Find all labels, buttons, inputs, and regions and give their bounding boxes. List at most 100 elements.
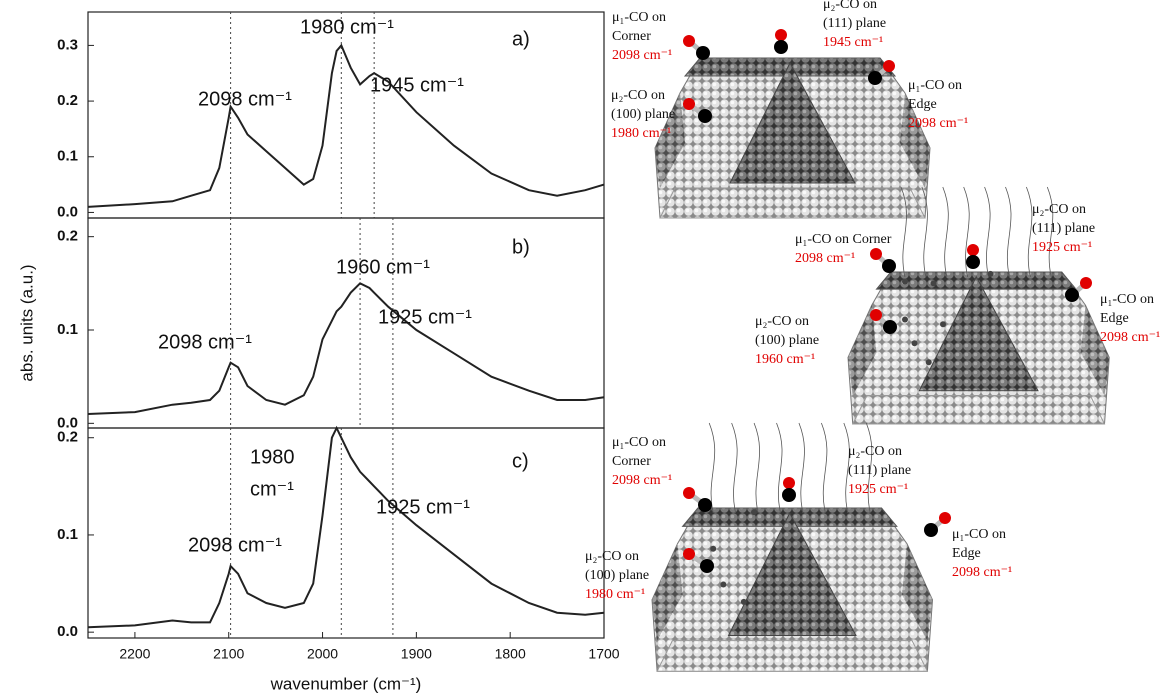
annotation: 1980	[250, 446, 295, 468]
oxygen-atom	[870, 248, 882, 260]
spectrum-line	[88, 45, 604, 207]
particle-base	[853, 396, 1105, 425]
frequency-label: 2098 cm⁻¹	[952, 565, 1012, 580]
desorption-trace	[1006, 187, 1012, 277]
desorption-trace	[732, 423, 738, 513]
y-axis-label: abs. units (a.u.)	[17, 264, 36, 381]
adsorbed-atom	[926, 359, 932, 365]
oxygen-atom	[683, 98, 695, 110]
x-axis-label: wavenumber (cm⁻¹)	[270, 674, 422, 693]
site-label: (111) plane	[823, 16, 886, 31]
desorption-trace	[821, 423, 827, 513]
annotation: 1925 cm⁻¹	[378, 306, 472, 328]
site-label: μ₂-CO on	[823, 0, 877, 12]
frequency-label: 2098 cm⁻¹	[1100, 330, 1160, 345]
site-label: μ₁-CO on	[908, 78, 962, 93]
site-label: μ₂-CO on	[1032, 202, 1086, 217]
carbon-atom	[924, 523, 938, 537]
oxygen-atom	[967, 244, 979, 256]
annotation: 2098 cm⁻¹	[198, 88, 292, 110]
desorption-trace	[985, 187, 991, 277]
site-label: μ₂-CO on	[611, 88, 665, 103]
oxygen-atom	[683, 35, 695, 47]
frequency-label: 1925 cm⁻¹	[1032, 240, 1092, 255]
adsorbed-atom	[931, 280, 937, 286]
y-tick-label: 0.0	[57, 203, 78, 220]
annotation: 1980 cm⁻¹	[300, 16, 394, 38]
x-tick-label: 1900	[401, 646, 432, 662]
spectra: 0.0 0.1 0.2 0.3 1980 cm⁻¹ 2098 cm⁻¹ 1945 cm⁻¹ a…	[17, 12, 619, 693]
oxygen-atom	[1080, 277, 1092, 289]
carbon-atom	[698, 109, 712, 123]
carbon-atom	[882, 259, 896, 273]
frequency-label: 2098 cm⁻¹	[795, 251, 855, 266]
adsorbed-atom	[720, 582, 726, 588]
site-label: (100) plane	[611, 107, 675, 122]
y-tick-label: 0.0	[57, 623, 78, 640]
oxygen-atom	[939, 512, 951, 524]
carbon-atom	[698, 498, 712, 512]
desorption-trace	[943, 187, 949, 277]
annotation: 2098 cm⁻¹	[188, 534, 282, 556]
site-label: (111) plane	[1032, 221, 1095, 236]
site-label: Edge	[908, 97, 937, 112]
oxygen-atom	[683, 548, 695, 560]
carbon-atom	[774, 40, 788, 54]
frequency-label: 1925 cm⁻¹	[848, 482, 908, 497]
annotation: 1960 cm⁻¹	[336, 256, 430, 278]
carbon-atom	[883, 320, 897, 334]
frequency-label: 2098 cm⁻¹	[612, 48, 672, 63]
site-label: (100) plane	[755, 333, 819, 348]
desorption-trace	[754, 423, 760, 513]
adsorbed-atom	[902, 279, 908, 285]
site-label: Corner	[612, 29, 651, 44]
particle-base	[657, 641, 927, 672]
oxygen-atom	[883, 60, 895, 72]
desorption-trace	[799, 423, 805, 513]
annotation: b)	[512, 236, 530, 258]
oxygen-atom	[783, 477, 795, 489]
oxygen-atom	[870, 309, 882, 321]
desorption-trace	[709, 423, 715, 513]
y-tick-label: 0.3	[57, 36, 78, 53]
site-label: (111) plane	[848, 463, 911, 478]
y-tick-label: 0.1	[57, 526, 78, 543]
adsorbed-atom	[751, 509, 757, 515]
x-tick-label: 2200	[119, 646, 150, 662]
frequency-label: 2098 cm⁻¹	[908, 116, 968, 131]
annotation: 2098 cm⁻¹	[158, 331, 252, 353]
adsorbed-atom	[988, 271, 994, 277]
adsorbed-atom	[902, 317, 908, 323]
adsorbed-atom	[741, 599, 747, 605]
frequency-label: 1945 cm⁻¹	[823, 35, 883, 50]
frequency-label: 1960 cm⁻¹	[755, 352, 815, 367]
site-label: μ₁-CO on	[612, 435, 666, 450]
frequency-label: 1980 cm⁻¹	[585, 587, 645, 602]
site-label: (100) plane	[585, 568, 649, 583]
site-label: μ₁-CO on	[1100, 292, 1154, 307]
y-tick-label: 0.2	[57, 92, 78, 109]
carbon-atom	[696, 46, 710, 60]
site-label: μ₁-CO on	[612, 10, 666, 25]
frequency-label: 1980 cm⁻¹	[611, 126, 671, 141]
site-label: Edge	[952, 546, 981, 561]
site-label: μ₂-CO on	[848, 444, 902, 459]
carbon-atom	[868, 71, 882, 85]
frequency-label: 2098 cm⁻¹	[612, 473, 672, 488]
annotation: a)	[512, 28, 530, 50]
annotation: c)	[512, 450, 529, 472]
illustrations: μ₁-CO on Corner 2098 cm⁻¹ μ₂-CO on (111) pla…	[585, 0, 1160, 671]
annotation: 1925 cm⁻¹	[376, 496, 470, 518]
carbon-atom	[1065, 288, 1079, 302]
desorption-trace	[777, 423, 783, 513]
oxygen-atom	[775, 29, 787, 41]
x-tick-label: 1700	[588, 646, 619, 662]
site-label: μ₂-CO on	[585, 549, 639, 564]
annotation: 1945 cm⁻¹	[370, 74, 464, 96]
adsorbed-atom	[940, 321, 946, 327]
y-tick-label: 0.2	[57, 429, 78, 446]
x-tick-label: 2000	[307, 646, 338, 662]
carbon-atom	[966, 255, 980, 269]
adsorbed-atom	[912, 340, 918, 346]
site-label: μ₂-CO on	[755, 314, 809, 329]
